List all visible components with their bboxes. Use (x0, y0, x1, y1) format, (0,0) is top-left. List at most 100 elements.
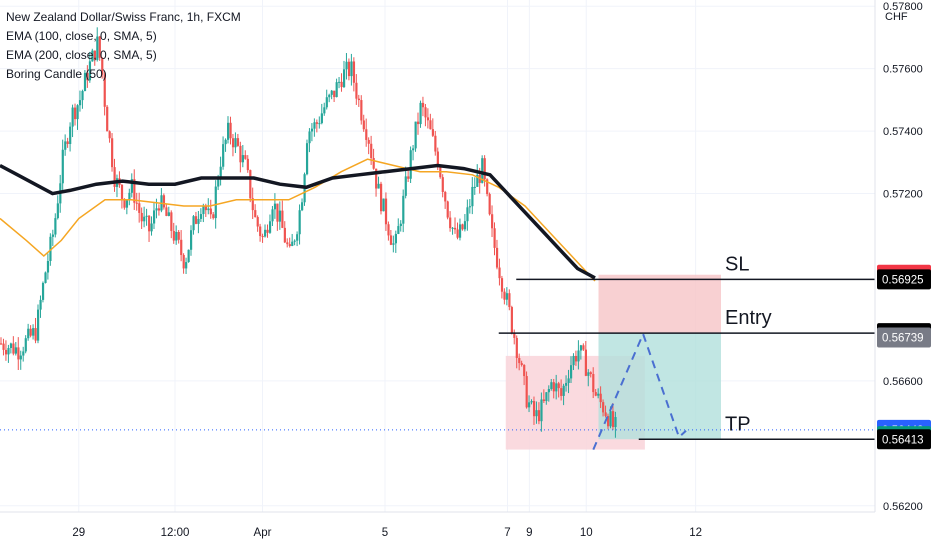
candle-body (288, 244, 291, 247)
candle-body (93, 50, 96, 60)
candle-body (560, 388, 563, 396)
price-tag-label: 0.56925 (882, 274, 924, 286)
candle-body (209, 208, 212, 215)
candle-body (143, 216, 146, 222)
candle-body (323, 107, 326, 114)
candle-body (345, 61, 348, 70)
candle-body (426, 117, 430, 121)
candle-body (148, 215, 151, 232)
candle-body (458, 224, 462, 238)
level-lines: SL Entry TP (0, 253, 875, 441)
candle-body (547, 389, 550, 393)
ema100-label[interactable]: EMA (100, close, 0, SMA, 5) (6, 29, 157, 43)
candle-body (241, 155, 245, 163)
candle-body (397, 226, 400, 234)
candle-body (64, 141, 67, 150)
candle-body (528, 402, 531, 408)
candle-body (510, 307, 513, 333)
price-tick-label: 0.56200 (883, 501, 923, 513)
candle-body (486, 179, 489, 195)
candle-body (375, 168, 378, 189)
candle-body (404, 176, 407, 196)
indicator-label[interactable]: Boring Candle (50) (6, 67, 107, 81)
candle-body (96, 36, 99, 60)
candle-body (145, 215, 148, 217)
time-axis[interactable]: 29 12:00 Apr 5 7 9 10 12 (0, 511, 875, 550)
candle-body (562, 385, 565, 396)
candle-body (456, 229, 459, 238)
candle-body (167, 212, 170, 216)
candle-body (493, 228, 496, 248)
candle-body (399, 223, 402, 227)
candle-body (572, 355, 575, 366)
candle-body (379, 183, 383, 212)
candle-body (239, 145, 242, 163)
candle-body (370, 143, 373, 159)
candle-body (271, 209, 274, 222)
candle-body (91, 50, 94, 62)
candle-body (609, 411, 612, 427)
candle-body (347, 61, 351, 77)
candle-body (12, 343, 15, 354)
candle-body (76, 105, 79, 120)
ema200-label[interactable]: EMA (200, close, 0, SMA, 5) (6, 48, 157, 62)
candle-body (451, 227, 454, 229)
candle-body (254, 210, 257, 218)
candle-body (103, 74, 106, 107)
candle-body (429, 120, 432, 130)
candle-body (125, 199, 129, 208)
candle-body (587, 372, 590, 376)
candle-body (421, 102, 425, 108)
candle-body (162, 195, 166, 208)
price-tag-label: 0.56739 (882, 332, 924, 344)
ema200-line (0, 163, 596, 280)
symbol-title[interactable]: New Zealand Dollar/Swiss Franc, 1h, FXCM (6, 10, 241, 24)
candle-body (577, 350, 580, 362)
candle-body (382, 198, 385, 212)
candle-body (236, 138, 240, 146)
candle-body (123, 198, 126, 208)
candle-body (204, 206, 208, 211)
candle-body (2, 343, 5, 350)
candle-body (0, 343, 3, 345)
candle-body (182, 255, 185, 269)
candle-body (377, 183, 380, 189)
candle-body (342, 69, 346, 88)
candle-body (207, 208, 210, 211)
candle-body (542, 399, 546, 401)
candle-body (599, 393, 602, 403)
price-tag (877, 327, 931, 348)
candle-body (574, 355, 578, 362)
candle-body (384, 198, 388, 225)
candle-body (607, 415, 610, 427)
candle-body (259, 226, 262, 237)
candle-body (199, 214, 203, 219)
take-profit-zone (598, 333, 721, 440)
candle-body (340, 81, 343, 88)
candle-body (61, 149, 64, 184)
candle-body (471, 186, 474, 207)
candle-body (441, 177, 444, 192)
candle-body (372, 158, 375, 169)
candle-body (350, 61, 353, 77)
candle-body (414, 121, 417, 149)
candle-body (177, 231, 180, 240)
candle-body (557, 383, 560, 389)
candle-body (454, 227, 457, 230)
time-tick-label: 5 (382, 527, 388, 539)
candle-body (249, 170, 252, 199)
candle-body (214, 186, 217, 219)
candle-body (88, 61, 92, 81)
candle-body (310, 128, 314, 132)
candle-body (503, 291, 506, 300)
candle-body (135, 202, 138, 204)
candle-body (81, 91, 84, 101)
candle-body (276, 203, 279, 222)
candle-body (41, 282, 45, 300)
time-tick-label: 29 (72, 527, 85, 539)
candle-body (14, 347, 18, 354)
candle-body (330, 90, 333, 95)
candle-body (54, 218, 57, 235)
